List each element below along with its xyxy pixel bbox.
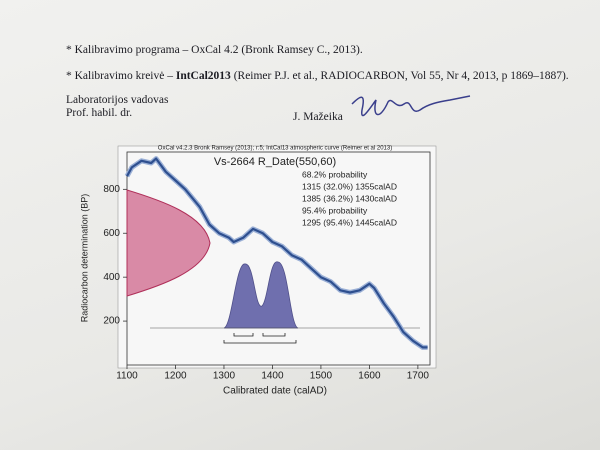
chart-subtitle: OxCal v4.2.3 Bronk Ramsey (2013); r:5; I… (158, 146, 392, 152)
annotation: 95.4% probability (302, 205, 368, 215)
note-text: * Kalibravimo kreivė – (66, 70, 176, 82)
calibrated-distribution (223, 261, 299, 329)
note-line: * Kalibravimo programa – OxCal 4.2 (Bron… (66, 44, 363, 56)
x-tick-label: 1700 (407, 371, 430, 382)
y-tick-label: 400 (103, 272, 120, 283)
signer-role: Laboratorijos vadovas (66, 94, 169, 106)
signer-name: J. Mažeika (293, 111, 343, 123)
note-bold: IntCal2013 (175, 70, 231, 82)
annotation: 1315 (32.0%) 1355calAD (302, 181, 397, 191)
y-tick-label: 800 (103, 184, 120, 195)
measurement-distribution (126, 189, 211, 297)
chart-title: Vs-2664 R_Date(550,60) (214, 156, 336, 168)
calibration-curve (126, 157, 428, 349)
signer-title: Prof. habil. dr. (66, 107, 133, 119)
annotation: 1385 (36.2%) 1430calAD (302, 193, 397, 203)
x-tick-label: 1100 (116, 371, 138, 382)
x-tick-label: 1600 (358, 371, 381, 382)
y-tick-label: 600 (103, 228, 120, 239)
signature (351, 95, 471, 117)
annotation: 1295 (95.4%) 1445calAD (302, 217, 397, 227)
note-text: (Reimer P.J. et al., RADIOCARBON, Vol 55… (230, 70, 569, 82)
x-tick-label: 1500 (310, 371, 333, 382)
x-tick-label: 1300 (213, 371, 236, 382)
range-bracket-95 (223, 340, 297, 344)
note-line: * Kalibravimo kreivė – IntCal2013 (Reime… (66, 70, 569, 82)
y-tick-label: 200 (103, 316, 120, 327)
annotation: 68.2% probability (302, 169, 368, 179)
x-axis-label: Calibrated date (calAD) (223, 386, 327, 397)
range-bracket-68 (233, 333, 286, 337)
y-axis-label: Radiocarbon determination (BP) (79, 194, 89, 323)
x-tick-label: 1400 (261, 371, 284, 382)
x-tick-label: 1200 (164, 371, 187, 382)
